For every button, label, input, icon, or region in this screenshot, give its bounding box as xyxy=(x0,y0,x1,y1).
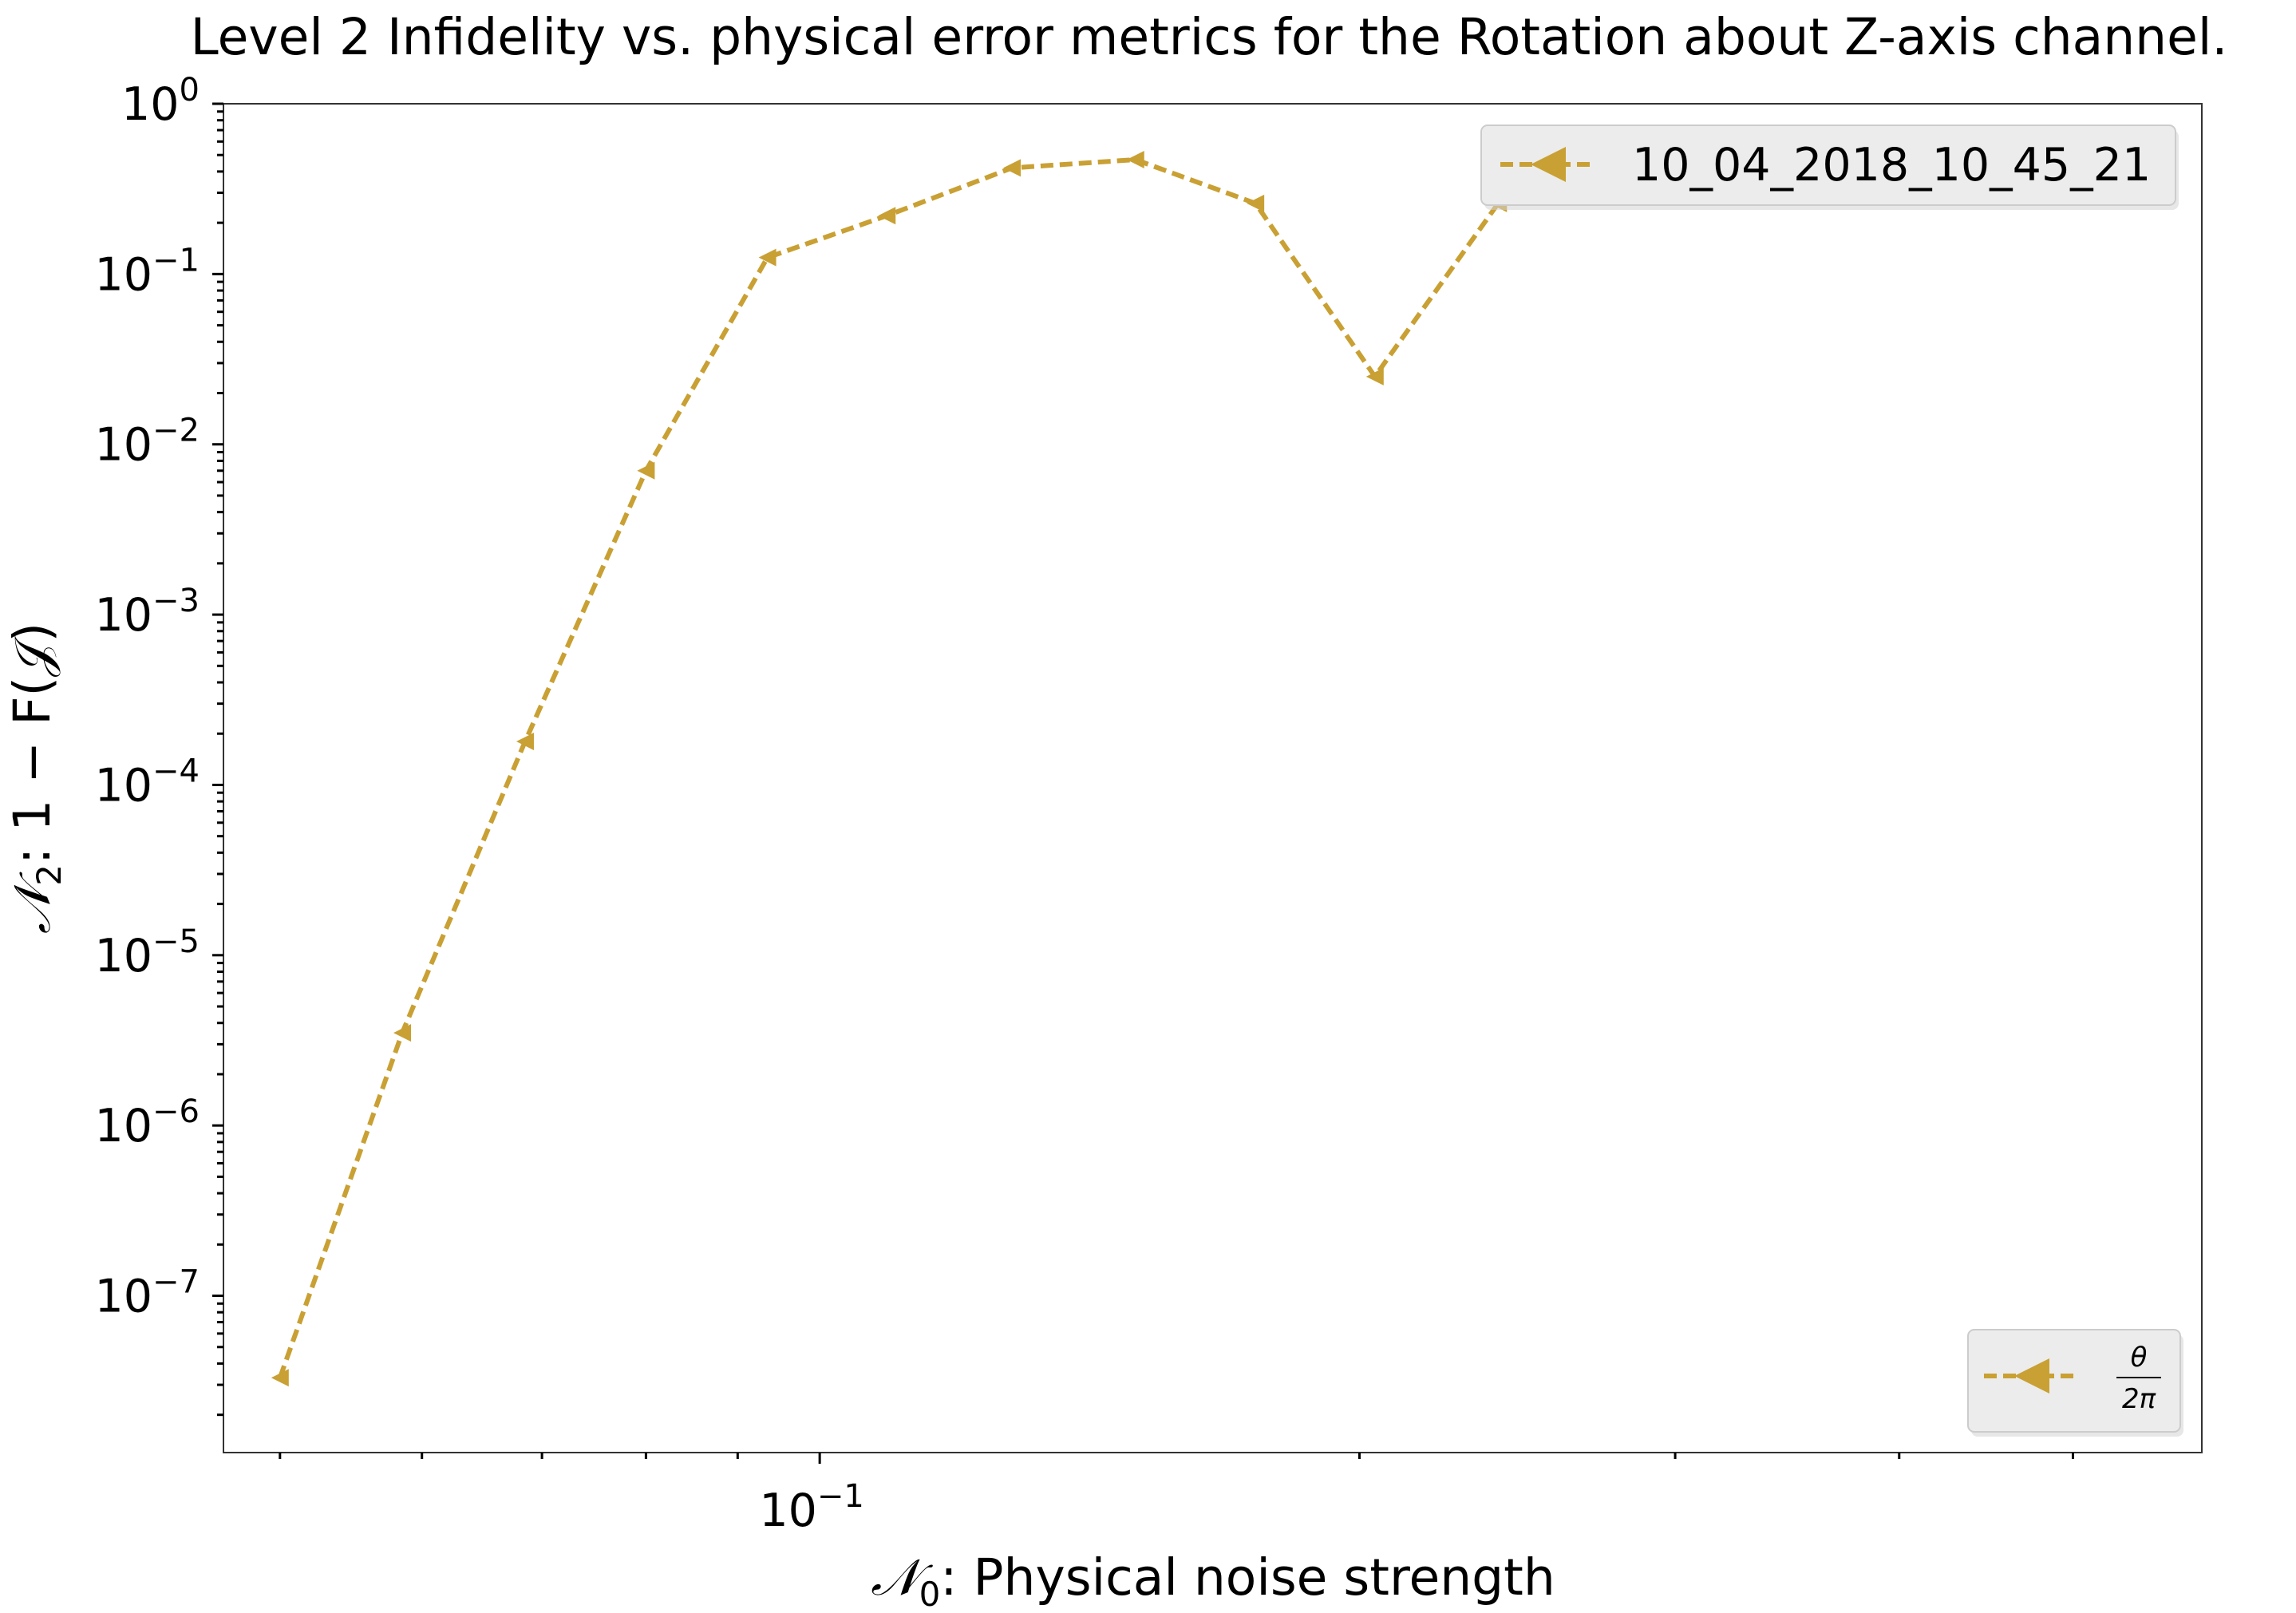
legend-top-box xyxy=(1480,125,2176,206)
y-axis-label: 𝒩2: 1 − F(𝒥) xyxy=(3,623,69,934)
data-point xyxy=(271,1369,289,1387)
x-axis-label: 𝒩0: Physical noise strength xyxy=(871,1548,1555,1613)
data-point xyxy=(1002,159,1021,177)
legend-top-label: 10_04_2018_10_45_21 xyxy=(1632,139,2151,192)
legend-bottom-denominator: 2π xyxy=(2122,1383,2156,1415)
y-tick-label: 10−1 xyxy=(95,242,200,301)
y-tick-label: 100 xyxy=(121,72,200,131)
y-tick-label: 10−3 xyxy=(95,583,200,642)
data-point xyxy=(393,1024,412,1042)
y-tick-label: 10−6 xyxy=(95,1093,200,1152)
data-point xyxy=(758,248,777,267)
legend-bottom-marker xyxy=(2014,1358,2049,1394)
data-point xyxy=(1365,367,1384,385)
y-axis-ticks: 100 10−1 10−2 10−3 10−4 10−5 10−6 10−7 xyxy=(95,72,223,1417)
x-tick-label: 10−1 xyxy=(759,1478,864,1537)
legend-top: 10_04_2018_10_45_21 xyxy=(1480,125,2179,210)
legend-bottom: θ 2π xyxy=(1967,1329,2183,1437)
y-tick-label: 10−5 xyxy=(95,923,200,982)
legend-bottom-numerator: θ xyxy=(2131,1342,2148,1374)
legend-bottom-box xyxy=(1967,1329,2181,1433)
data-point xyxy=(637,461,655,480)
data-point xyxy=(1247,194,1265,212)
y-tick-label: 10−2 xyxy=(95,413,200,472)
data-point xyxy=(1126,150,1144,168)
x-axis-ticks: 10−1 xyxy=(279,1453,2075,1537)
data-point xyxy=(878,207,896,225)
legend-top-marker xyxy=(1531,147,1566,182)
series-line xyxy=(277,152,2102,1379)
data-point xyxy=(516,732,534,750)
plot-area xyxy=(223,103,2203,1453)
y-tick-label: 10−4 xyxy=(95,753,200,812)
chart-title: Level 2 Infidelity vs. physical error me… xyxy=(191,8,2228,66)
y-tick-label: 10−7 xyxy=(95,1264,200,1323)
